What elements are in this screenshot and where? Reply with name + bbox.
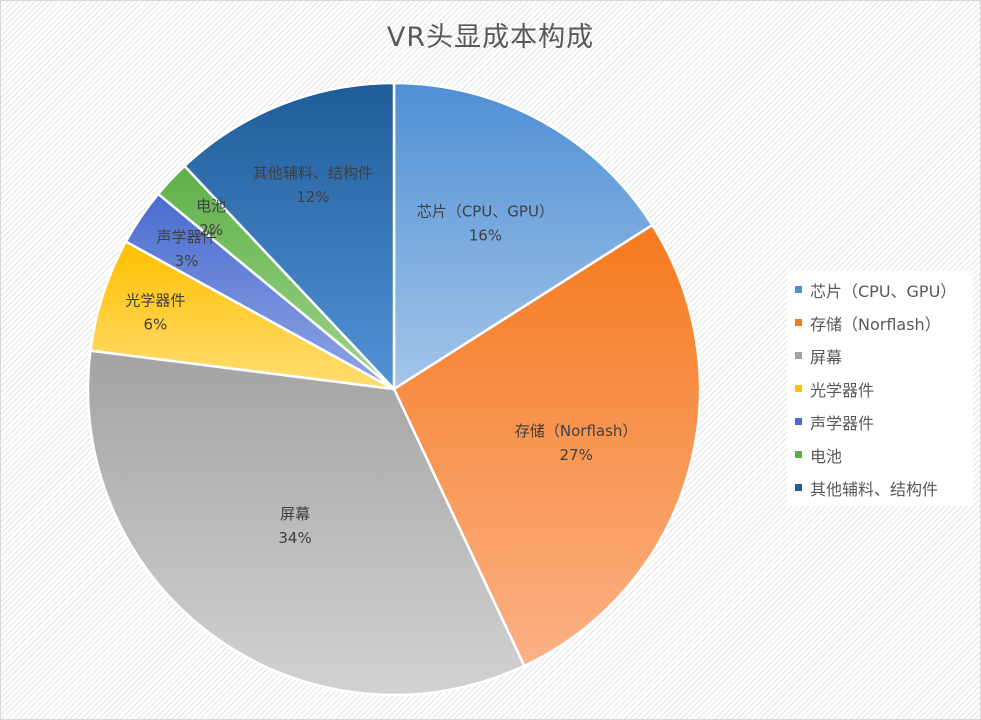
- pie-slice-1: [392, 223, 702, 668]
- legend-label-3: 光学器件: [810, 380, 875, 400]
- slice-label-name-4: 声学器件: [156, 228, 216, 246]
- slice-label-name-1: 存储（Norflash）: [515, 422, 638, 440]
- slice-label-value-5: 2%: [199, 221, 223, 239]
- slice-label-value-3: 6%: [143, 315, 167, 333]
- legend-swatch-6: [795, 484, 802, 491]
- legend-item-5: 电池: [795, 438, 973, 471]
- slice-label-name-0: 芯片（CPU、GPU）: [417, 203, 554, 221]
- pie-slice-2: [86, 349, 526, 697]
- legend-swatch-0: [795, 286, 802, 293]
- slice-label-name-3: 光学器件: [125, 291, 185, 309]
- legend-item-6: 其他辅料、结构件: [795, 471, 973, 504]
- legend-label-4: 声学器件: [810, 413, 875, 433]
- legend-item-0: 芯片（CPU、GPU）: [795, 273, 973, 306]
- legend-swatch-5: [795, 451, 802, 458]
- slice-label-value-0: 16%: [469, 227, 502, 245]
- legend-swatch-1: [795, 319, 802, 326]
- slice-label-value-4: 3%: [175, 252, 199, 270]
- pie-slices: [86, 81, 702, 697]
- slice-label-value-2: 34%: [278, 529, 311, 547]
- legend-label-1: 存储（Norflash）: [810, 314, 941, 334]
- legend-swatch-4: [795, 418, 802, 425]
- legend-item-1: 存储（Norflash）: [795, 306, 973, 339]
- legend-swatch-3: [795, 385, 802, 392]
- legend-item-2: 屏幕: [795, 339, 973, 372]
- legend-item-3: 光学器件: [795, 372, 973, 405]
- legend-swatch-2: [795, 352, 802, 359]
- pie-labels: 芯片（CPU、GPU） 16% 存储（Norflash） 27% 屏幕 34% 光学器件 6%…: [125, 164, 637, 547]
- slice-label-value-6: 12%: [296, 188, 329, 206]
- slice-label-name-6: 其他辅料、结构件: [253, 164, 373, 182]
- pie-slice-0: [392, 81, 654, 391]
- legend-label-2: 屏幕: [810, 347, 843, 367]
- legend-item-4: 声学器件: [795, 405, 973, 438]
- pie-slice-6: [183, 81, 396, 391]
- legend-label-0: 芯片（CPU、GPU）: [810, 281, 957, 301]
- legend-label-5: 电池: [810, 446, 843, 466]
- slice-label-name-5: 电池: [196, 197, 226, 215]
- legend-label-6: 其他辅料、结构件: [810, 479, 939, 499]
- legend: 芯片（CPU、GPU） 存储（Norflash） 屏幕光学器件声学器件电池其他辅料、…: [787, 271, 973, 506]
- chart-title: VR头显成本构成: [386, 22, 595, 53]
- slice-label-name-2: 屏幕: [280, 505, 310, 523]
- slice-label-value-1: 27%: [560, 446, 593, 464]
